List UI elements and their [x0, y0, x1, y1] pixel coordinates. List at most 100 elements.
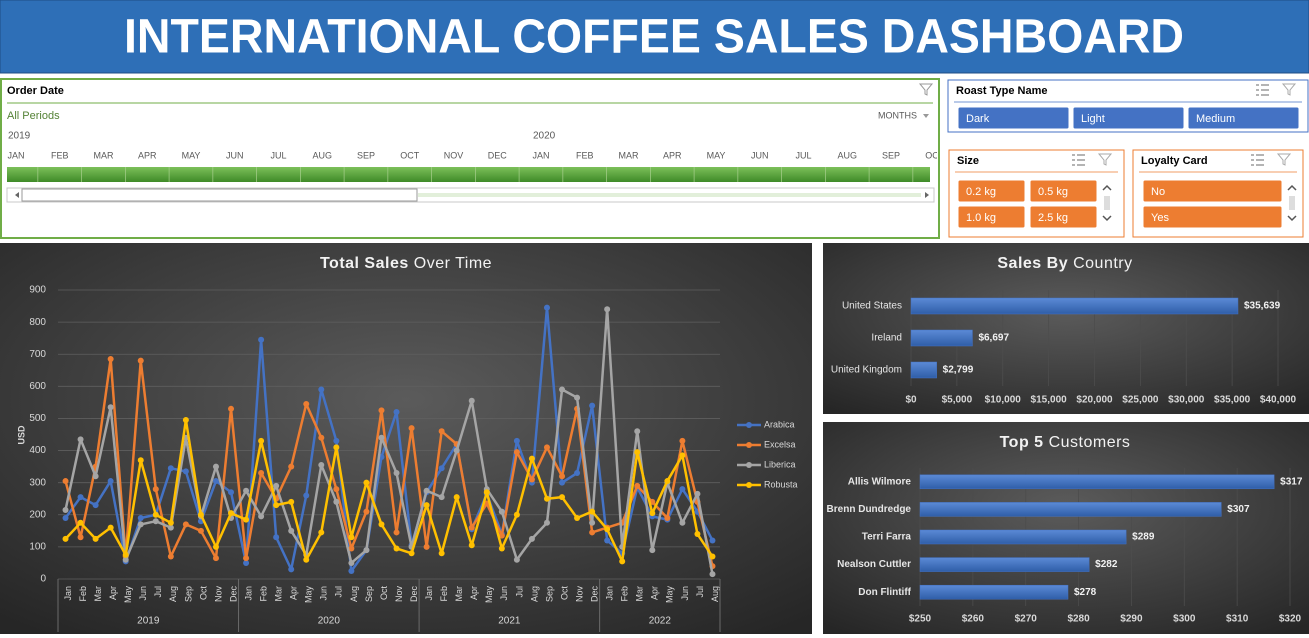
scroll-down[interactable] — [1287, 215, 1297, 222]
legend-label[interactable]: Liberica — [764, 459, 796, 469]
timeline-month[interactable]: JAN — [532, 150, 549, 160]
data-point — [438, 550, 445, 557]
x-tick-label: Jun — [680, 586, 690, 601]
slicer-item[interactable]: Light — [1081, 113, 1105, 125]
timeline-month[interactable]: FEB — [51, 150, 69, 160]
bar — [910, 329, 973, 347]
slicer-button[interactable] — [1029, 205, 1098, 229]
timeline-month[interactable]: MAR — [619, 150, 640, 160]
timeline-month[interactable]: MAR — [94, 150, 115, 160]
value-label: $282 — [1095, 559, 1118, 570]
scroll-thumb[interactable] — [21, 188, 418, 202]
timeline-month[interactable]: DEC — [488, 150, 508, 160]
timeline-month[interactable]: NOV — [444, 150, 464, 160]
slicer-button[interactable] — [957, 106, 1070, 130]
timeline-month[interactable]: JUL — [270, 150, 286, 160]
timeline-month[interactable]: OCT — [925, 150, 945, 160]
timeline-month[interactable]: MAY — [182, 150, 201, 160]
slicer-item[interactable]: Medium — [1196, 113, 1235, 125]
data-point — [634, 449, 641, 456]
scroll-down[interactable] — [1102, 215, 1112, 222]
data-point — [363, 508, 370, 515]
x-tick-label: May — [484, 586, 494, 604]
timeline-month[interactable]: AUG — [837, 150, 857, 160]
slicer-button[interactable] — [1142, 179, 1283, 203]
slicer-button[interactable] — [1072, 106, 1185, 130]
data-point — [92, 502, 99, 509]
slicer-button[interactable] — [957, 179, 1026, 203]
legend-label[interactable]: Excelsa — [764, 439, 796, 449]
timeline-month[interactable]: JUN — [226, 150, 244, 160]
timeline-month[interactable]: FEB — [576, 150, 594, 160]
dashboard-title: INTERNATIONAL COFFEE SALES DASHBOARD — [124, 11, 1184, 64]
title-part: Customers — [1049, 434, 1131, 451]
x-tick-label: Aug — [349, 586, 359, 602]
filter-clear-icon[interactable] — [918, 83, 934, 96]
timeline-month[interactable]: JAN — [7, 150, 24, 160]
x-tick-label: May — [123, 586, 133, 604]
clear-filter-icon[interactable] — [1281, 83, 1297, 96]
clear-filter-icon[interactable] — [1097, 153, 1113, 166]
y-tick-label: 500 — [29, 413, 46, 424]
data-point — [152, 518, 159, 525]
data-point — [513, 556, 520, 563]
timeline-month[interactable]: JUN — [751, 150, 769, 160]
scroll-up[interactable] — [1102, 184, 1112, 191]
timeline-level[interactable]: MONTHS — [878, 110, 917, 120]
slicer-button[interactable] — [1187, 106, 1300, 130]
legend-label[interactable]: Arabica — [764, 419, 795, 429]
timeline-month[interactable]: AUG — [312, 150, 332, 160]
slicer-button[interactable] — [957, 205, 1026, 229]
slicer-item[interactable]: No — [1151, 186, 1165, 198]
timeline-selection[interactable] — [7, 167, 930, 182]
timeline-month[interactable]: SEP — [882, 150, 900, 160]
slicer-item[interactable]: Yes — [1151, 212, 1169, 224]
timeline-month[interactable]: APR — [663, 150, 682, 160]
data-point — [77, 534, 84, 541]
legend-label[interactable]: Robusta — [764, 479, 798, 489]
scroll-up[interactable] — [1287, 184, 1297, 191]
data-point — [498, 545, 505, 552]
x-tick-label: Aug — [168, 586, 178, 602]
timeline-month[interactable]: SEP — [357, 150, 375, 160]
data-point — [559, 386, 566, 393]
data-point — [574, 470, 581, 477]
data-point — [288, 498, 295, 505]
timeline-month[interactable]: APR — [138, 150, 157, 160]
multi-select-icon[interactable] — [1256, 84, 1269, 96]
y-tick-label: 600 — [29, 381, 46, 392]
x-tick-label: Dec — [409, 586, 419, 603]
slicer-item[interactable]: 2.5 kg — [1038, 212, 1068, 224]
timeline-filter[interactable]: All Periods — [7, 110, 60, 122]
data-point — [303, 556, 310, 563]
title-part: Total Sales — [320, 255, 409, 272]
slicer-button[interactable] — [1029, 179, 1098, 203]
data-point — [543, 519, 550, 526]
slicer-item[interactable]: 0.2 kg — [966, 186, 996, 198]
data-point — [273, 502, 280, 509]
bar — [910, 361, 937, 379]
scroll-left[interactable] — [15, 192, 19, 198]
x-tick-label: Jun — [138, 586, 148, 601]
slicer-item[interactable]: 1.0 kg — [966, 212, 996, 224]
timeline-month[interactable]: JUL — [795, 150, 811, 160]
value-label: $6,697 — [978, 333, 1009, 344]
slicer-item[interactable]: Dark — [966, 113, 990, 125]
x-tick-label: $5,000 — [942, 395, 973, 406]
data-point — [423, 487, 430, 494]
data-point — [378, 434, 385, 441]
clear-filter-icon[interactable] — [1276, 153, 1292, 166]
timeline-month[interactable]: MAY — [707, 150, 726, 160]
scroll-right[interactable] — [925, 192, 929, 198]
multi-select-icon[interactable] — [1072, 154, 1085, 166]
level-dropdown[interactable] — [923, 114, 929, 118]
data-point — [543, 304, 550, 311]
timeline-month[interactable]: OCT — [400, 150, 420, 160]
slicer-item[interactable]: 0.5 kg — [1038, 186, 1068, 198]
data-point — [107, 404, 114, 411]
data-point — [333, 486, 340, 493]
multi-select-icon[interactable] — [1251, 154, 1264, 166]
slicer-button[interactable] — [1142, 205, 1283, 229]
data-point — [212, 463, 219, 470]
